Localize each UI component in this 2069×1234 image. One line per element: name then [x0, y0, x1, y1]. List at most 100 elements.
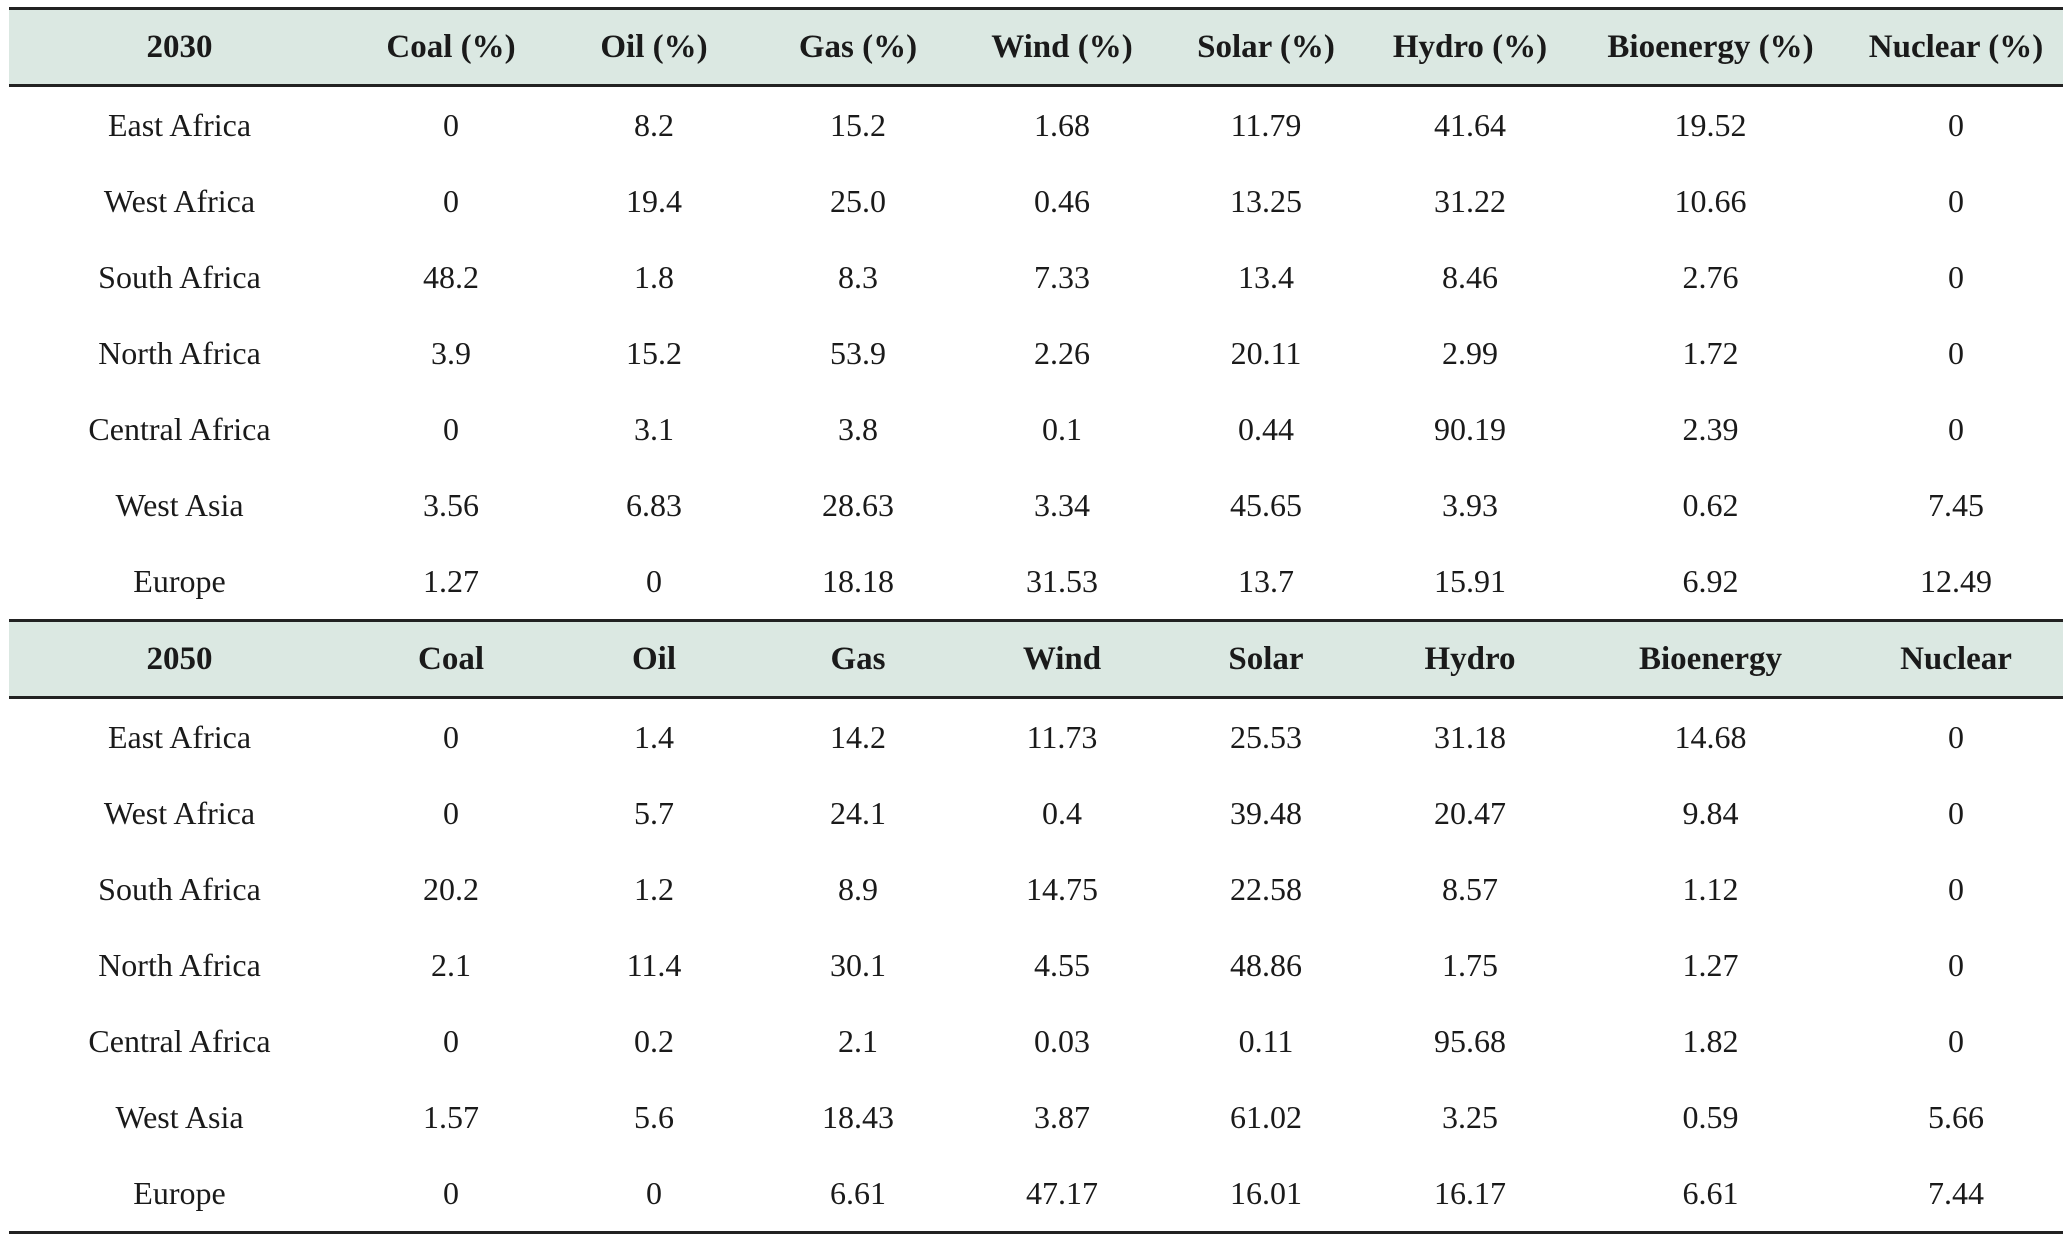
energy-mix-table-container: 2030 Coal (%) Oil (%) Gas (%) Wind (%) Solar …	[9, 7, 2063, 1234]
value-cell: 8.2	[634, 106, 674, 143]
value-cell: 3.93	[1442, 486, 1498, 523]
column-header: Oil	[552, 619, 756, 699]
column-header: Wind	[960, 619, 1164, 699]
table-row: North Africa 3.9 15.2 53.9 2.26 20.11 2.99 1.72…	[9, 315, 2063, 391]
value-cell: 4.55	[1034, 946, 1090, 983]
value-cell: 1.75	[1442, 946, 1498, 983]
value-cell: 15.2	[626, 334, 682, 371]
column-header: Coal	[350, 619, 552, 699]
value-cell: 48.2	[423, 258, 479, 295]
column-header: Solar (%)	[1164, 7, 1368, 87]
value-cell: 14.68	[1674, 718, 1747, 755]
value-cell: 25.0	[830, 182, 886, 219]
value-cell: 0	[1948, 182, 1964, 219]
value-cell: 1.12	[1682, 870, 1739, 907]
value-cell: 48.86	[1230, 946, 1302, 983]
value-cell: 0	[1948, 946, 1964, 983]
value-cell: 18.18	[756, 543, 960, 622]
column-header: Bioenergy	[1572, 619, 1849, 699]
value-cell: 0	[1948, 410, 1964, 447]
column-header: Coal (%)	[350, 7, 552, 87]
value-cell: 39.48	[1230, 794, 1302, 831]
value-cell: 11.4	[626, 946, 682, 983]
value-cell: 95.68	[1434, 1022, 1506, 1059]
table-row: Central Africa 0 0.2 2.1 0.03 0.11 95.68 1.82 0	[9, 1003, 2063, 1079]
value-cell: 1.27	[350, 543, 552, 622]
value-cell: 9.84	[1682, 794, 1739, 831]
value-cell: 0.44	[1238, 410, 1294, 447]
value-cell: 0	[443, 182, 459, 219]
table-row: South Africa 48.2 1.8 8.3 7.33 13.4 8.46 2.76 0	[9, 239, 2063, 315]
value-cell: 28.63	[822, 486, 894, 523]
value-cell: 1.72	[1682, 334, 1739, 371]
value-cell: 0	[1948, 106, 1964, 143]
section-header-row-2030: 2030 Coal (%) Oil (%) Gas (%) Wind (%) Solar …	[9, 7, 2063, 87]
value-cell: 3.9	[431, 334, 471, 371]
value-cell: 31.18	[1434, 718, 1506, 755]
column-header: Nuclear (%)	[1849, 7, 2063, 87]
value-cell: 10.66	[1674, 182, 1747, 219]
region-cell: Europe	[9, 543, 350, 622]
value-cell: 15.91	[1368, 543, 1572, 622]
column-header: Wind (%)	[960, 7, 1164, 87]
value-cell: 47.17	[960, 1155, 1164, 1234]
table-row: East Africa 0 8.2 15.2 1.68 11.79 41.64 19.52 0	[9, 86, 2063, 164]
value-cell: 31.22	[1434, 182, 1506, 219]
value-cell: 11.79	[1230, 106, 1302, 143]
table-row: West Asia 1.57 5.6 18.43 3.87 61.02 3.25 0.59 5.…	[9, 1079, 2063, 1155]
table-body: 2030 Coal (%) Oil (%) Gas (%) Wind (%) Solar …	[9, 7, 2063, 1234]
value-cell: 0.2	[634, 1022, 674, 1059]
value-cell: 30.1	[830, 946, 886, 983]
region-cell: West Africa	[103, 794, 256, 831]
table-row: West Asia 3.56 6.83 28.63 3.34 45.65 3.93 0.62 7…	[9, 467, 2063, 543]
table-row: Europe 0 0 6.61 47.17 16.01 16.17 6.61 7.44	[9, 1155, 2063, 1234]
column-header: Hydro	[1368, 619, 1572, 699]
value-cell: 19.52	[1674, 106, 1747, 143]
value-cell: 19.4	[626, 182, 682, 219]
value-cell: 0.11	[1238, 1022, 1294, 1059]
value-cell: 3.56	[423, 486, 479, 523]
value-cell: 0	[443, 794, 459, 831]
year-header: 2030	[9, 7, 350, 87]
value-cell: 5.7	[634, 794, 674, 831]
value-cell: 7.44	[1849, 1155, 2063, 1234]
table-row: South Africa 20.2 1.2 8.9 14.75 22.58 8.57 1.12…	[9, 851, 2063, 927]
value-cell: 1.82	[1682, 1022, 1739, 1059]
value-cell: 6.92	[1572, 543, 1849, 622]
value-cell: 20.11	[1230, 334, 1302, 371]
value-cell: 13.7	[1164, 543, 1368, 622]
value-cell: 1.4	[634, 718, 674, 755]
value-cell: 0	[1948, 258, 1964, 295]
column-header: Oil (%)	[552, 7, 756, 87]
value-cell: 3.87	[1034, 1098, 1090, 1135]
value-cell: 16.01	[1164, 1155, 1368, 1234]
value-cell: 15.2	[830, 106, 886, 143]
value-cell: 41.64	[1434, 106, 1506, 143]
value-cell: 7.45	[1928, 486, 1984, 523]
value-cell: 61.02	[1230, 1098, 1302, 1135]
value-cell: 90.19	[1434, 410, 1506, 447]
value-cell: 16.17	[1368, 1155, 1572, 1234]
value-cell: 0	[443, 410, 459, 447]
region-cell: South Africa	[98, 870, 261, 907]
value-cell: 25.53	[1230, 718, 1302, 755]
column-header: Solar	[1164, 619, 1368, 699]
value-cell: 1.2	[634, 870, 674, 907]
value-cell: 0	[443, 106, 459, 143]
region-cell: Central Africa	[88, 1022, 271, 1059]
value-cell: 13.4	[1238, 258, 1294, 295]
section-header-row-2050: 2050 Coal Oil Gas Wind Solar Hydro Bioenergy Nuc…	[9, 619, 2063, 699]
table-row: West Africa 0 5.7 24.1 0.4 39.48 20.47 9.84 0	[9, 775, 2063, 851]
energy-mix-table: 2030 Coal (%) Oil (%) Gas (%) Wind (%) Solar …	[9, 7, 2063, 1234]
year-header: 2050	[9, 619, 350, 699]
value-cell: 53.9	[830, 334, 886, 371]
value-cell: 18.43	[822, 1098, 894, 1135]
value-cell: 24.1	[830, 794, 886, 831]
value-cell: 31.53	[960, 543, 1164, 622]
region-cell: Europe	[9, 1155, 350, 1234]
column-header: Hydro (%)	[1368, 7, 1572, 87]
table-row: Central Africa 0 3.1 3.8 0.1 0.44 90.19 2.39 0	[9, 391, 2063, 467]
value-cell: 3.25	[1442, 1098, 1498, 1135]
value-cell: 0	[1948, 334, 1964, 371]
region-cell: Central Africa	[88, 410, 271, 447]
